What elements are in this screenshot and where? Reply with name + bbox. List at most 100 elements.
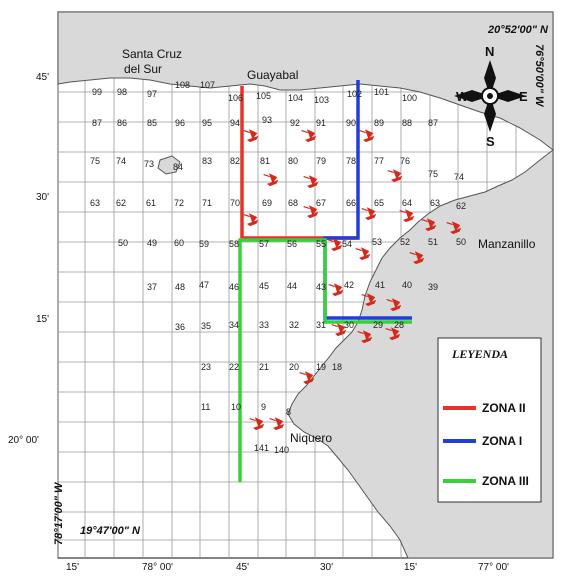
- grid-cell-number: 78: [346, 156, 356, 166]
- lon-tick-78-00: 78° 00': [142, 562, 173, 573]
- grid-cell-number: 11: [201, 402, 210, 412]
- grid-cell-number: 61: [146, 198, 156, 208]
- grid-cell-number: 33: [259, 320, 269, 330]
- grid-cell-number: 62: [116, 198, 126, 208]
- compass-e-label: E: [519, 89, 528, 104]
- lon-tick-77-00: 77° 00': [478, 562, 509, 573]
- boat-icon: [303, 175, 319, 189]
- grid-cell-number: 67: [316, 198, 326, 208]
- grid-cell-number: 94: [230, 118, 240, 128]
- grid-cell-number: 103: [314, 95, 329, 105]
- grid-cell-number: 83: [202, 156, 212, 166]
- boat-icon: [387, 169, 403, 183]
- grid-cell-number: 87: [92, 118, 102, 128]
- grid-cell-number: 79: [316, 156, 326, 166]
- grid-cell-number: 68: [288, 198, 298, 208]
- boat-icon: [243, 129, 259, 143]
- grid-cell-number: 59: [199, 239, 209, 249]
- legend-label-zona-i: ZONA I: [482, 434, 522, 448]
- boat-icon: [303, 205, 319, 219]
- boat-icon: [263, 173, 279, 187]
- place-santa-cruz-line2: del Sur: [124, 62, 162, 76]
- grid-cell-number: 71: [202, 198, 212, 208]
- grid-cell-number: 90: [346, 118, 356, 128]
- grid-cell-number: 101: [374, 87, 389, 97]
- grid-cell-number: 107: [200, 80, 215, 90]
- grid-cell-number: 66: [346, 198, 356, 208]
- grid-cell-number: 30: [344, 320, 354, 330]
- grid-cell-number: 49: [147, 238, 157, 248]
- grid-cell-number: 72: [174, 198, 184, 208]
- lat-tick-15: 15': [36, 314, 49, 325]
- grid-cell-number: 20: [289, 362, 299, 372]
- boat-icon: [361, 293, 377, 307]
- compass-n-label: N: [485, 44, 494, 59]
- grid-cell-number: 37: [147, 282, 157, 292]
- boat-icon: [359, 129, 375, 143]
- place-santa-cruz-line1: Santa Cruz: [122, 47, 182, 61]
- grid-cell-number: 54: [342, 239, 352, 249]
- grid-cell-number: 46: [229, 282, 239, 292]
- grid-cell-number: 86: [117, 118, 127, 128]
- boat-icon: [243, 213, 259, 227]
- boat-icon: [331, 323, 347, 337]
- grid-cell-number: 102: [347, 89, 362, 99]
- boat-icon: [357, 330, 373, 344]
- grid-cell-number: 80: [288, 156, 298, 166]
- coord-left-vertical: 78°17'00" W: [53, 481, 65, 545]
- grid-cell-number: 55: [316, 239, 326, 249]
- legend-box: [437, 337, 542, 503]
- grid-cell-number: 44: [287, 281, 297, 291]
- grid-cell-number: 40: [402, 280, 412, 290]
- land-cuba-north: [57, 11, 554, 152]
- grid-cell-number: 58: [229, 239, 239, 249]
- grid-cell-number: 99: [92, 87, 102, 97]
- grid-cell-number: 42: [344, 280, 354, 290]
- grid-cell-number: 8: [286, 407, 291, 417]
- boat-icon: [249, 417, 265, 431]
- coord-right-vertical: 76°50'00" W: [533, 44, 545, 108]
- grid-cell-number: 85: [147, 118, 157, 128]
- grid-cell-number: 29: [373, 320, 383, 330]
- grid-cell-number: 57: [259, 239, 269, 249]
- boat-icon: [399, 209, 415, 223]
- legend-label-zona-iii: ZONA III: [482, 474, 529, 488]
- lon-tick-15-left: 15': [66, 562, 79, 573]
- grid-cell-number: 32: [289, 320, 299, 330]
- grid-cell-number: 50: [456, 237, 466, 247]
- boat-icon: [446, 221, 462, 235]
- grid-cell-number: 43: [316, 282, 326, 292]
- grid-cell-number: 22: [229, 362, 239, 372]
- grid-cell-number: 62: [456, 201, 466, 211]
- grid-cell-number: 23: [201, 362, 211, 372]
- boat-icon: [328, 283, 344, 297]
- grid-cell-number: 53: [372, 237, 382, 247]
- boat-icon: [361, 207, 377, 221]
- lat-tick-45: 45': [36, 72, 49, 83]
- compass-s-label: S: [486, 134, 495, 149]
- grid-cell-number: 48: [175, 282, 185, 292]
- grid-cell-number: 47: [199, 280, 209, 290]
- grid-cell-number: 52: [400, 237, 410, 247]
- grid-cell-number: 51: [428, 237, 438, 247]
- grid-cell-number: 9: [261, 402, 266, 412]
- zona-ii-boundary: [240, 86, 358, 240]
- lon-tick-30: 30': [320, 562, 333, 573]
- grid-cell-number: 31: [316, 320, 326, 330]
- grid-cell-number: 28: [394, 320, 404, 330]
- grid-cell-number: 75: [90, 156, 100, 166]
- legend-title: LEYENDA: [451, 347, 508, 361]
- compass-south-arrow: [484, 96, 496, 132]
- grid-cell-number: 63: [90, 198, 100, 208]
- boat-icon: [327, 238, 343, 252]
- grid-cell-number: 84: [173, 162, 183, 172]
- grid-cell-number: 50: [118, 238, 128, 248]
- compass-north-arrow: [484, 60, 496, 96]
- grid-cell-number: 10: [231, 402, 241, 412]
- grid-cell-number: 73: [144, 159, 154, 169]
- grid-cell-number: 74: [454, 172, 464, 182]
- grid-cell-number: 74: [116, 156, 126, 166]
- grid-cell-number: 63: [430, 198, 440, 208]
- grid-cell-number: 106: [228, 93, 243, 103]
